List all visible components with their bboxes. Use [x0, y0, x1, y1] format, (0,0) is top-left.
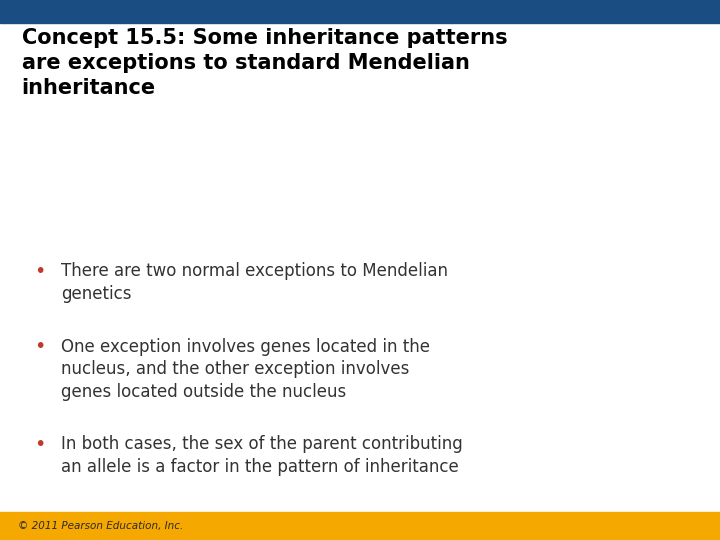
Text: Concept 15.5: Some inheritance patterns
are exceptions to standard Mendelian
inh: Concept 15.5: Some inheritance patterns …	[22, 28, 507, 98]
Text: •: •	[34, 435, 45, 454]
Text: There are two normal exceptions to Mendelian
genetics: There are two normal exceptions to Mende…	[61, 262, 448, 303]
Text: •: •	[34, 338, 45, 356]
Text: One exception involves genes located in the
nucleus, and the other exception inv: One exception involves genes located in …	[61, 338, 431, 401]
Text: © 2011 Pearson Education, Inc.: © 2011 Pearson Education, Inc.	[18, 521, 184, 531]
Text: •: •	[34, 262, 45, 281]
Bar	[0, 0, 720, 23]
Bar	[0, 512, 720, 540]
Text: In both cases, the sex of the parent contributing
an allele is a factor in the p: In both cases, the sex of the parent con…	[61, 435, 463, 476]
